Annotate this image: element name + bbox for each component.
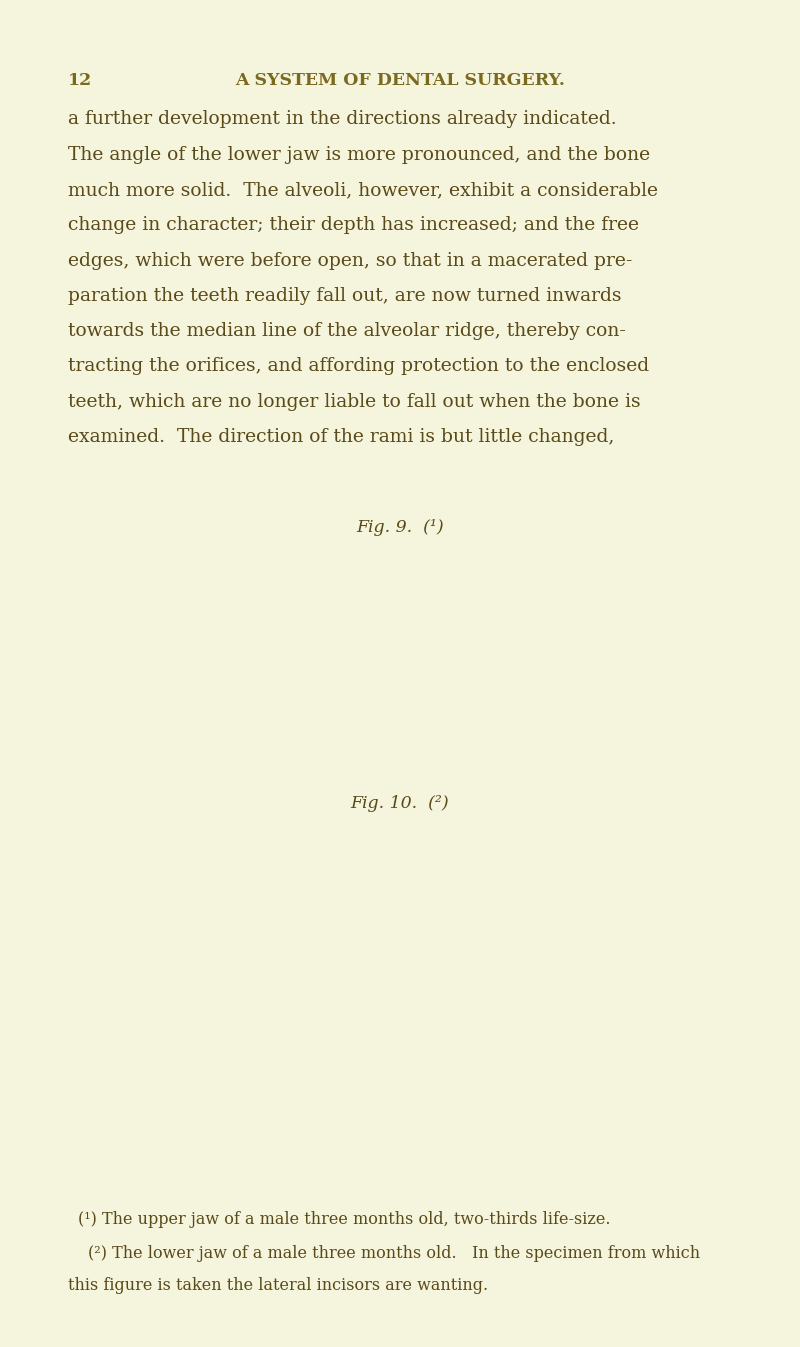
Text: A SYSTEM OF DENTAL SURGERY.: A SYSTEM OF DENTAL SURGERY. (235, 71, 565, 89)
Text: towards the median line of the alveolar ridge, thereby con-: towards the median line of the alveolar … (68, 322, 626, 341)
Text: examined.  The direction of the rami is but little changed,: examined. The direction of the rami is b… (68, 428, 614, 446)
Text: change in character; their depth has increased; and the free: change in character; their depth has inc… (68, 217, 639, 234)
Text: (¹) The upper jaw of a male three months old, two-thirds life-size.: (¹) The upper jaw of a male three months… (78, 1211, 610, 1228)
Text: tracting the orifices, and affording protection to the enclosed: tracting the orifices, and affording pro… (68, 357, 649, 376)
Text: paration the teeth readily fall out, are now turned inwards: paration the teeth readily fall out, are… (68, 287, 622, 304)
Text: edges, which were before open, so that in a macerated pre-: edges, which were before open, so that i… (68, 252, 632, 269)
Text: 12: 12 (68, 71, 92, 89)
Text: teeth, which are no longer liable to fall out when the bone is: teeth, which are no longer liable to fal… (68, 393, 641, 411)
Text: this figure is taken the lateral incisors are wanting.: this figure is taken the lateral incisor… (68, 1277, 488, 1294)
Text: Fig. 9.  (¹): Fig. 9. (¹) (356, 519, 444, 536)
Text: Fig. 10.  (²): Fig. 10. (²) (350, 795, 450, 812)
Text: a further development in the directions already indicated.: a further development in the directions … (68, 110, 617, 128)
Text: much more solid.  The alveoli, however, exhibit a considerable: much more solid. The alveoli, however, e… (68, 180, 658, 199)
Text: The angle of the lower jaw is more pronounced, and the bone: The angle of the lower jaw is more prono… (68, 145, 650, 164)
Text: (²) The lower jaw of a male three months old.   In the specimen from which: (²) The lower jaw of a male three months… (88, 1245, 700, 1262)
